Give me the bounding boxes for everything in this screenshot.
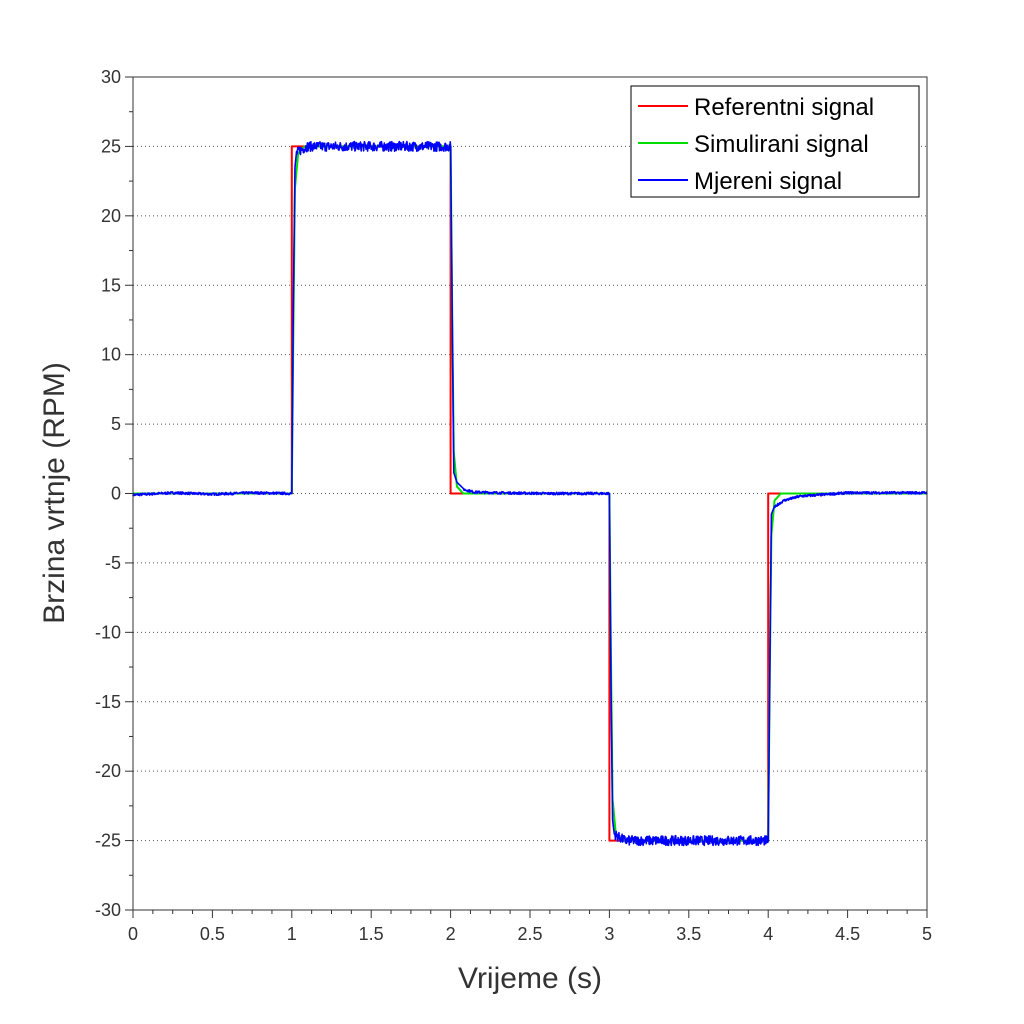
y-tick-label: 5 (111, 414, 121, 434)
y-tick-label: 15 (101, 275, 121, 295)
y-tick-label: 10 (101, 345, 121, 365)
y-tick-label: -25 (95, 831, 121, 851)
legend-label: Referentni signal (694, 94, 874, 121)
x-tick-label: 3 (604, 924, 614, 944)
y-tick-label: 20 (101, 206, 121, 226)
axis-ticks (125, 76, 928, 918)
y-tick-label: -10 (95, 622, 121, 642)
x-tick-label: 1.5 (359, 924, 384, 944)
series-lines (132, 140, 928, 847)
x-tick-label: 4 (763, 924, 773, 944)
y-tick-label: -5 (105, 553, 121, 573)
x-tick-label: 0.5 (200, 924, 225, 944)
x-tick-label: 5 (922, 924, 932, 944)
legend: Referentni signal Simulirani signal Mjeren… (630, 85, 920, 198)
legend-label: Mjereni signal (694, 168, 842, 195)
legend-box (630, 85, 920, 198)
x-axis-title: Vrijeme (s) (458, 962, 602, 995)
y-tick-label: -15 (95, 692, 121, 712)
series-line-3 (132, 140, 928, 847)
y-axis-title: Brzina vrtnje (RPM) (38, 362, 71, 624)
y-tick-label: 30 (101, 67, 121, 87)
y-tick-label: 25 (101, 136, 121, 156)
x-tick-label: 4.5 (835, 924, 860, 944)
y-tick-label: -20 (95, 761, 121, 781)
x-tick-labels: 0 0.5 1 1.5 2 2.5 3 3.5 4 4.5 5 (128, 924, 932, 944)
x-tick-label: 2 (446, 924, 456, 944)
x-tick-label: 2.5 (517, 924, 542, 944)
legend-label: Simulirani signal (694, 131, 869, 158)
x-tick-label: 3.5 (676, 924, 701, 944)
x-tick-label: 0 (128, 924, 138, 944)
y-tick-label: -30 (95, 900, 121, 920)
y-tick-labels: -30 -25 -20 -15 -10 -5 0 5 10 15 20 25 30 (95, 67, 121, 920)
x-tick-label: 1 (287, 924, 297, 944)
y-tick-label: 0 (111, 484, 121, 504)
